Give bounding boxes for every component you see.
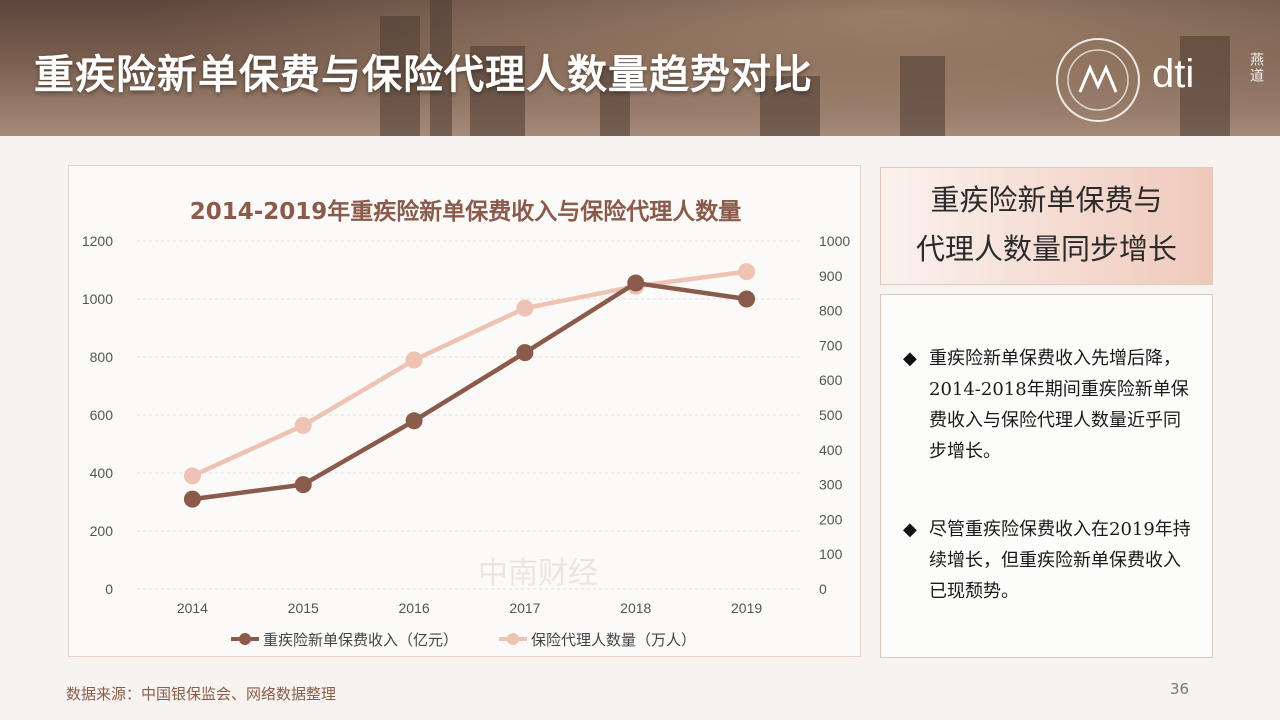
data-source-note: 数据来源：中国银保监会、网络数据整理	[66, 685, 337, 703]
chart-title: 2014-2019年重疾险新单保费收入与保险代理人数量	[189, 199, 742, 225]
banner-building	[380, 16, 420, 136]
logo-emblem-icon	[1056, 38, 1140, 122]
y-left-tick-label: 0	[105, 581, 113, 597]
y-right-tick-label: 100	[819, 546, 843, 562]
y-right-tick-label: 0	[819, 581, 827, 597]
page-number: 36	[1170, 680, 1190, 698]
summary-heading-box: 重疾险新单保费与 代理人数量同步增长	[880, 167, 1213, 285]
x-tick-label: 2018	[620, 600, 651, 616]
summary-heading-line-1: 重疾险新单保费与	[930, 183, 1163, 217]
data-point	[516, 344, 534, 362]
x-tick-label: 2016	[399, 600, 430, 616]
bullet-item: ◆ 尽管重疾险保费收入在2019年持续增长，但重疾险新单保费收入已现颓势。	[903, 514, 1193, 607]
legend-label: 重疾险新单保费收入（亿元）	[263, 631, 458, 649]
banner-building	[760, 76, 820, 136]
watermark-text: 中南财经	[478, 556, 598, 591]
banner-building	[1180, 36, 1230, 136]
data-point	[516, 299, 534, 317]
summary-bullets-box: ◆ 重疾险新单保费收入先增后降，2014-2018年期间重疾险新单保费收入与保险…	[880, 294, 1213, 658]
y-left-tick-label: 400	[90, 465, 114, 481]
logo-text: dti	[1152, 52, 1195, 96]
data-point	[183, 490, 201, 508]
bullet-text: 尽管重疾险保费收入在2019年持续增长，但重疾险新单保费收入已现颓势。	[929, 519, 1191, 602]
banner-building	[600, 66, 630, 136]
page-title: 重疾险新单保费与保险代理人数量趋势对比	[34, 52, 813, 98]
x-tick-label: 2019	[731, 600, 762, 616]
summary-heading-line-2: 代理人数量同步增长	[915, 232, 1177, 266]
series-line	[192, 280, 747, 502]
bullet-item: ◆ 重疾险新单保费收入先增后降，2014-2018年期间重疾险新单保费收入与保险…	[903, 343, 1193, 467]
logo-subtext: 燕道	[1248, 52, 1264, 84]
y-right-tick-label: 400	[819, 442, 843, 458]
line-chart: 0 200 400 600 800 1000 1200 0 100 200 300 400 500 600…	[82, 233, 851, 649]
header-banner: 重疾险新单保费与保险代理人数量趋势对比 dti 燕道	[0, 0, 1280, 136]
legend-marker	[507, 633, 519, 645]
data-point	[738, 290, 756, 308]
data-point	[405, 412, 423, 430]
banner-building	[430, 0, 452, 136]
y-left-tick-label: 200	[90, 523, 114, 539]
data-point	[183, 467, 201, 485]
legend-marker	[239, 633, 251, 645]
y-right-tick-label: 1000	[819, 233, 850, 249]
data-point	[294, 476, 312, 494]
y-left-tick-label: 1200	[82, 233, 113, 249]
logo-mark-icon	[1067, 49, 1129, 111]
data-point	[627, 274, 645, 292]
data-point	[738, 263, 756, 281]
y-right-tick-label: 300	[819, 477, 843, 493]
y-right-tick-label: 500	[819, 407, 843, 423]
y-left-tick-label: 600	[90, 407, 114, 423]
y-left-tick-label: 1000	[82, 291, 113, 307]
y-left-tick-label: 800	[90, 349, 114, 365]
x-tick-label: 2015	[288, 600, 319, 616]
y-right-tick-label: 900	[819, 268, 843, 284]
data-point	[294, 416, 312, 434]
diamond-bullet-icon: ◆	[903, 519, 917, 540]
y-right-tick-label: 800	[819, 303, 843, 319]
banner-building	[470, 46, 525, 136]
series-line	[191, 269, 747, 478]
data-point	[405, 351, 423, 369]
y-right-tick-label: 700	[819, 337, 843, 353]
banner-building	[900, 56, 945, 136]
y-right-tick-label: 200	[819, 511, 843, 527]
bullet-text: 重疾险新单保费收入先增后降，2014-2018年期间重疾险新单保费收入与保险代理…	[929, 348, 1189, 462]
chart-panel: 2014-2019年重疾险新单保费收入与保险代理人数量 0 200 400 600 80…	[68, 165, 861, 657]
legend-label: 保险代理人数量（万人）	[531, 631, 696, 649]
y-right-tick-label: 600	[819, 372, 843, 388]
x-tick-label: 2017	[509, 600, 540, 616]
diamond-bullet-icon: ◆	[903, 348, 917, 369]
x-tick-label: 2014	[177, 600, 208, 616]
